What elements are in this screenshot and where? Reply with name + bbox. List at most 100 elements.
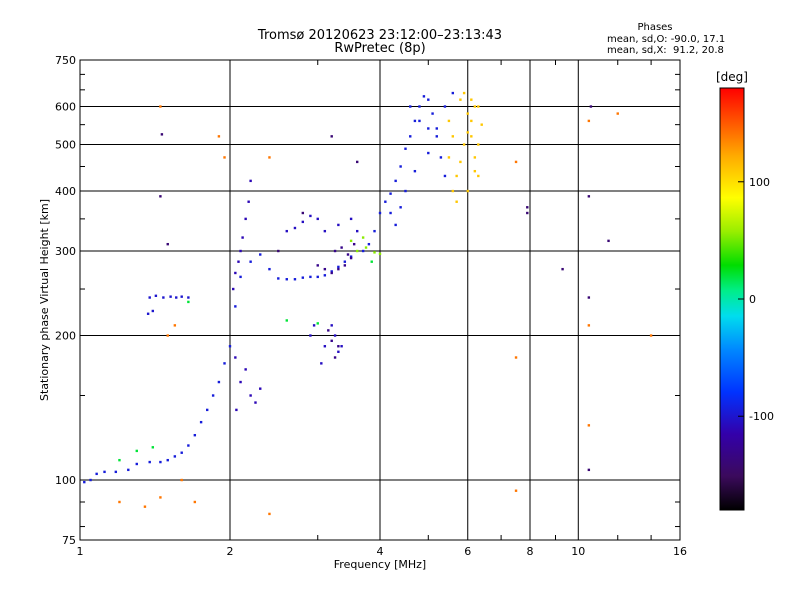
data-point [431, 112, 434, 115]
y-tick-label: 300 [55, 245, 76, 258]
data-point [477, 105, 480, 108]
data-point [427, 127, 430, 130]
data-point [370, 260, 373, 263]
data-point [340, 345, 343, 348]
phase-stats-o: mean, sd,O: -90.0, 17.1 [607, 34, 725, 45]
data-point [249, 179, 252, 183]
data-point [477, 143, 480, 146]
data-point [587, 195, 591, 198]
data-point [312, 324, 316, 327]
data-point [330, 135, 333, 138]
data-point [154, 294, 158, 297]
data-point [173, 455, 177, 458]
y-axis-label: Stationary phase Virtual Height [km] [38, 199, 51, 401]
data-point [514, 489, 518, 492]
x-tick-label: 1 [77, 545, 84, 558]
data-point [409, 105, 412, 108]
plot-frame [79, 59, 681, 541]
chart-subtitle: RwPretec (8p) [334, 41, 425, 56]
data-point [355, 249, 359, 253]
colorbar-tick-label: 100 [749, 176, 770, 189]
data-point [293, 278, 297, 281]
data-point [340, 246, 343, 249]
data-point [234, 271, 237, 275]
data-point [333, 334, 337, 337]
data-point [447, 119, 451, 123]
data-point [514, 160, 518, 164]
data-point [309, 275, 312, 279]
data-point [193, 500, 197, 504]
y-tick-label: 200 [55, 330, 76, 343]
data-point [285, 319, 288, 322]
data-point [378, 252, 382, 256]
data-point [199, 420, 203, 424]
data-point [470, 119, 473, 123]
x-tick-label: 10 [571, 545, 585, 558]
data-point [159, 195, 162, 198]
data-point [349, 255, 353, 258]
data-point [187, 296, 190, 299]
data-point [587, 424, 591, 427]
data-point [146, 312, 150, 315]
data-point [418, 119, 421, 123]
data-point [159, 105, 162, 108]
data-point [309, 214, 312, 218]
data-point [427, 98, 430, 101]
data-point [232, 287, 235, 291]
data-point [435, 127, 438, 130]
data-point [95, 472, 98, 476]
data-point [259, 387, 262, 390]
data-point [160, 133, 164, 136]
data-point [418, 105, 421, 108]
data-point [480, 123, 483, 126]
data-point [427, 151, 430, 155]
data-point [337, 345, 340, 348]
data-point [337, 265, 340, 269]
colorbar-label: [deg] [716, 70, 748, 84]
data-point [355, 160, 359, 164]
data-point [239, 249, 242, 253]
data-point [323, 274, 327, 277]
data-point [473, 105, 477, 108]
data-point [413, 169, 417, 173]
x-tick-label: 4 [377, 545, 384, 558]
data-point [607, 239, 610, 243]
data-point [259, 253, 262, 256]
data-point [327, 329, 330, 332]
grid-lines [80, 60, 680, 540]
data-point [459, 160, 462, 164]
data-point [241, 236, 244, 239]
data-point [228, 345, 232, 348]
data-point [587, 119, 591, 123]
data-point [301, 211, 305, 215]
data-point [435, 135, 438, 138]
y-tick-label: 75 [62, 534, 76, 547]
data-point [234, 305, 237, 308]
data-point [649, 334, 653, 337]
data-point [526, 206, 529, 209]
data-point [422, 95, 426, 98]
data-point [473, 156, 477, 159]
data-point [373, 229, 376, 233]
data-point [148, 296, 151, 299]
data-point [175, 296, 178, 299]
data-point [399, 206, 402, 209]
data-point [316, 264, 319, 267]
data-point [337, 267, 340, 271]
phase-stats-heading: Phases [637, 22, 672, 33]
data-point [205, 408, 209, 412]
data-point [330, 339, 333, 343]
data-point [89, 478, 92, 482]
data-point [443, 174, 447, 178]
data-point [217, 380, 221, 384]
data-point [470, 135, 473, 138]
data-point [378, 211, 382, 215]
data-point [309, 334, 312, 337]
data-point [316, 217, 319, 221]
data-point [333, 356, 337, 359]
data-point [330, 270, 333, 273]
colorbar-tick-label: 0 [749, 293, 756, 306]
data-point [337, 350, 340, 353]
data-point [135, 449, 138, 453]
